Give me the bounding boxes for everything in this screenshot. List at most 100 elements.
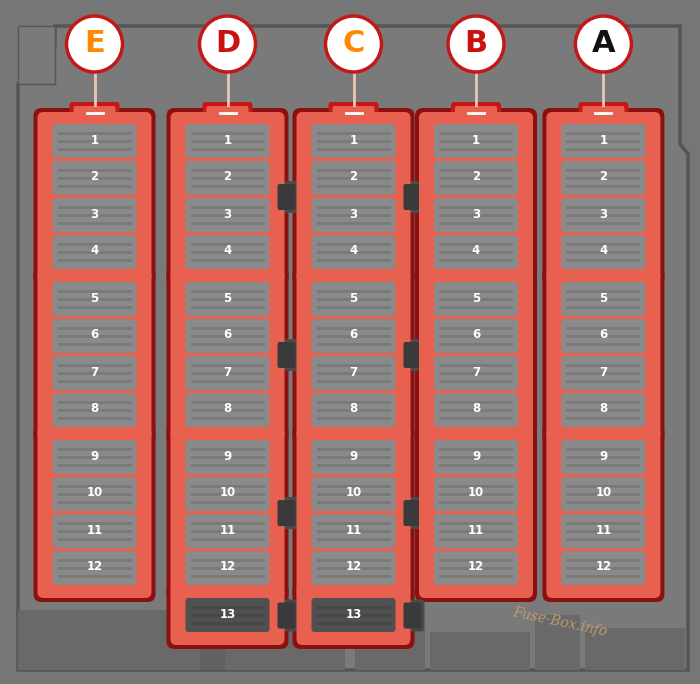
FancyBboxPatch shape	[439, 559, 513, 562]
FancyBboxPatch shape	[274, 599, 298, 631]
FancyBboxPatch shape	[57, 372, 132, 375]
FancyBboxPatch shape	[316, 259, 391, 262]
FancyBboxPatch shape	[434, 124, 518, 158]
FancyBboxPatch shape	[190, 501, 265, 504]
FancyBboxPatch shape	[439, 364, 513, 367]
FancyBboxPatch shape	[566, 185, 640, 188]
FancyBboxPatch shape	[190, 575, 265, 578]
FancyBboxPatch shape	[355, 630, 425, 670]
FancyBboxPatch shape	[190, 214, 265, 217]
FancyBboxPatch shape	[52, 319, 136, 353]
Text: 1: 1	[349, 133, 358, 146]
Text: 8: 8	[599, 402, 608, 415]
FancyBboxPatch shape	[190, 364, 265, 367]
FancyBboxPatch shape	[52, 124, 136, 158]
FancyBboxPatch shape	[190, 372, 265, 375]
FancyBboxPatch shape	[561, 198, 645, 232]
FancyBboxPatch shape	[566, 132, 640, 135]
FancyBboxPatch shape	[561, 161, 645, 195]
FancyBboxPatch shape	[561, 551, 645, 585]
FancyBboxPatch shape	[57, 177, 132, 180]
FancyBboxPatch shape	[190, 522, 265, 525]
FancyBboxPatch shape	[316, 243, 391, 246]
FancyBboxPatch shape	[172, 113, 284, 281]
Text: 7: 7	[349, 365, 358, 378]
FancyBboxPatch shape	[186, 598, 270, 632]
FancyBboxPatch shape	[190, 298, 265, 301]
Text: 1: 1	[90, 133, 99, 146]
Text: 13: 13	[345, 607, 362, 620]
FancyBboxPatch shape	[274, 497, 298, 529]
FancyBboxPatch shape	[566, 538, 640, 541]
FancyBboxPatch shape	[274, 339, 298, 371]
FancyBboxPatch shape	[69, 102, 120, 124]
FancyBboxPatch shape	[566, 222, 640, 225]
FancyBboxPatch shape	[316, 327, 391, 330]
FancyBboxPatch shape	[316, 148, 391, 151]
FancyBboxPatch shape	[566, 177, 640, 180]
Text: 7: 7	[90, 365, 99, 378]
FancyBboxPatch shape	[566, 493, 640, 496]
FancyBboxPatch shape	[190, 290, 265, 293]
FancyBboxPatch shape	[57, 343, 132, 346]
FancyBboxPatch shape	[316, 140, 391, 143]
FancyBboxPatch shape	[57, 335, 132, 338]
FancyBboxPatch shape	[434, 235, 518, 269]
FancyBboxPatch shape	[57, 298, 132, 301]
Text: 4: 4	[90, 244, 99, 257]
FancyBboxPatch shape	[420, 271, 532, 439]
FancyBboxPatch shape	[57, 206, 132, 209]
FancyBboxPatch shape	[297, 112, 410, 282]
FancyBboxPatch shape	[186, 124, 270, 158]
FancyBboxPatch shape	[316, 214, 391, 217]
FancyBboxPatch shape	[52, 551, 136, 585]
Circle shape	[66, 16, 122, 72]
FancyBboxPatch shape	[434, 282, 518, 316]
FancyBboxPatch shape	[57, 464, 132, 467]
FancyBboxPatch shape	[439, 169, 513, 172]
FancyBboxPatch shape	[312, 598, 395, 632]
FancyBboxPatch shape	[439, 538, 513, 541]
FancyBboxPatch shape	[439, 243, 513, 246]
FancyBboxPatch shape	[561, 477, 645, 511]
FancyBboxPatch shape	[585, 628, 685, 670]
FancyBboxPatch shape	[190, 335, 265, 338]
FancyBboxPatch shape	[57, 380, 132, 383]
FancyBboxPatch shape	[561, 124, 645, 158]
FancyBboxPatch shape	[57, 485, 132, 488]
Text: 4: 4	[349, 244, 358, 257]
FancyBboxPatch shape	[434, 198, 518, 232]
Text: 12: 12	[219, 560, 236, 573]
Text: 11: 11	[595, 523, 612, 536]
FancyBboxPatch shape	[561, 440, 645, 474]
FancyBboxPatch shape	[190, 132, 265, 135]
FancyBboxPatch shape	[547, 428, 660, 598]
FancyBboxPatch shape	[52, 356, 136, 390]
FancyBboxPatch shape	[38, 112, 151, 282]
Text: 4: 4	[223, 244, 232, 257]
FancyBboxPatch shape	[439, 567, 513, 570]
Text: 1: 1	[599, 133, 608, 146]
FancyBboxPatch shape	[316, 185, 391, 188]
Text: 11: 11	[468, 523, 484, 536]
FancyBboxPatch shape	[57, 169, 132, 172]
FancyBboxPatch shape	[439, 493, 513, 496]
FancyBboxPatch shape	[293, 424, 414, 602]
Text: 3: 3	[472, 207, 480, 220]
FancyBboxPatch shape	[439, 290, 513, 293]
FancyBboxPatch shape	[439, 372, 513, 375]
Text: C: C	[342, 29, 365, 59]
FancyBboxPatch shape	[400, 497, 424, 529]
Text: 6: 6	[472, 328, 480, 341]
FancyBboxPatch shape	[171, 428, 284, 598]
FancyBboxPatch shape	[415, 424, 537, 602]
Text: A: A	[592, 29, 615, 59]
FancyBboxPatch shape	[434, 319, 518, 353]
FancyBboxPatch shape	[57, 132, 132, 135]
FancyBboxPatch shape	[190, 559, 265, 562]
FancyBboxPatch shape	[439, 417, 513, 420]
FancyBboxPatch shape	[52, 440, 136, 474]
FancyBboxPatch shape	[566, 567, 640, 570]
FancyBboxPatch shape	[434, 551, 518, 585]
Text: 12: 12	[345, 560, 362, 573]
